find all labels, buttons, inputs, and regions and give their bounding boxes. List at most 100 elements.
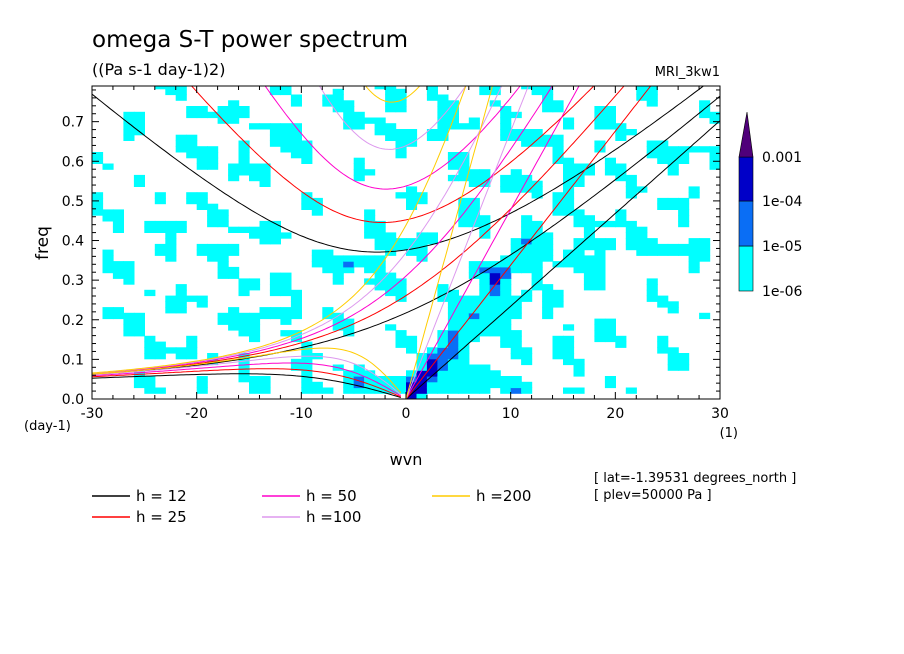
- contour-cell: [259, 376, 271, 383]
- contour-cell: [144, 353, 156, 360]
- contour-cell: [657, 140, 669, 147]
- contour-cell: [552, 197, 564, 205]
- contour-cell: [364, 209, 376, 216]
- contour-cell: [510, 111, 522, 119]
- contour-cell: [374, 243, 386, 251]
- contour-cell: [364, 169, 376, 176]
- contour-cell: [102, 215, 114, 222]
- contour-cell: [123, 123, 135, 130]
- y-tick-label: 0.4: [62, 234, 84, 250]
- contour-cell: [437, 364, 449, 371]
- contour-cell: [196, 152, 208, 159]
- contour-cell: [615, 134, 627, 141]
- y-tick-label: 0.7: [62, 115, 84, 131]
- contour-cell: [521, 129, 533, 136]
- contour-cell: [552, 146, 564, 153]
- contour-cell: [112, 215, 124, 222]
- contour-cell: [500, 301, 512, 308]
- contour-cell: [374, 266, 386, 274]
- contour-cell: [458, 123, 470, 130]
- contour-cell: [604, 243, 616, 251]
- contour-cell: [646, 284, 658, 291]
- contour-cell: [269, 238, 281, 245]
- contour-cell: [269, 226, 281, 233]
- contour-cell: [280, 307, 292, 314]
- contour-cell: [688, 192, 700, 199]
- x-unit-label: (1): [720, 426, 738, 441]
- contour-cell: [280, 146, 292, 153]
- contour-cell: [678, 197, 690, 205]
- contour-cell: [406, 370, 418, 377]
- contour-cell: [112, 307, 124, 314]
- contour-cell: [688, 255, 700, 262]
- contour-cell: [374, 272, 386, 279]
- contour-cell: [175, 140, 187, 147]
- contour-cell: [280, 278, 292, 285]
- contour-cell: [259, 232, 271, 239]
- contour-cell: [175, 88, 187, 96]
- contour-cell: [133, 324, 145, 331]
- contour-cell: [667, 157, 679, 164]
- contour-cell: [343, 318, 355, 325]
- contour-cell: [479, 215, 491, 222]
- contour-cell: [542, 243, 554, 251]
- legend-label: h =100: [306, 508, 361, 526]
- contour-cell: [343, 370, 355, 377]
- contour-cell: [154, 387, 166, 394]
- contour-cell: [563, 353, 575, 360]
- contour-cell: [657, 335, 669, 343]
- contour-cell: [280, 123, 292, 130]
- contour-cell: [636, 88, 648, 96]
- contour-cell: [667, 146, 679, 153]
- contour-cell: [573, 180, 585, 187]
- contour-cell: [521, 381, 533, 389]
- contour-cell: [395, 284, 407, 291]
- contour-cell: [207, 152, 219, 159]
- contour-cell: [521, 140, 533, 147]
- contour-cell: [583, 215, 595, 222]
- contour-cell: [500, 295, 512, 302]
- contour-cell: [332, 106, 344, 113]
- contour-cell: [238, 163, 250, 170]
- contour-cell: [290, 146, 302, 153]
- contour-cell: [479, 232, 491, 239]
- contour-cell: [437, 353, 449, 360]
- contour-cell: [531, 272, 543, 279]
- contour-cell: [542, 289, 554, 297]
- contour-cell: [144, 220, 156, 228]
- contour-cell: [583, 272, 595, 279]
- contour-cell: [133, 312, 145, 320]
- contour-cell: [196, 197, 208, 205]
- contour-cell: [678, 209, 690, 216]
- contour-cell: [688, 249, 700, 256]
- contour-cell: [552, 335, 564, 343]
- contour-cell: [437, 358, 449, 366]
- contour-cell: [426, 364, 438, 371]
- contour-cell: [207, 255, 219, 262]
- contour-cell: [395, 330, 407, 337]
- contour-cell: [583, 278, 595, 285]
- contour-cell: [301, 341, 313, 348]
- contour-cell: [563, 335, 575, 343]
- contour-cell: [615, 209, 627, 216]
- contour-cell: [165, 295, 177, 302]
- contour-cell: [311, 387, 323, 394]
- contour-cell: [510, 347, 522, 354]
- contour-cell: [269, 86, 281, 90]
- lat-annotation: [ lat=-1.39531 degrees_north ]: [594, 471, 796, 486]
- contour-cell: [353, 370, 365, 377]
- contour-cell: [238, 330, 250, 337]
- y-tick-label: 0.1: [62, 352, 84, 368]
- contour-cell: [468, 364, 480, 371]
- contour-cell: [406, 134, 418, 141]
- contour-cell: [259, 163, 271, 170]
- dispersion-curve-er: [92, 362, 402, 397]
- contour-cell: [604, 117, 616, 124]
- contour-cell: [521, 295, 533, 302]
- contour-cell: [426, 376, 438, 383]
- contour-cell: [500, 284, 512, 291]
- contour-cell: [311, 255, 323, 262]
- contour-cell: [489, 301, 501, 308]
- contour-cell: [521, 289, 533, 297]
- contour-cell: [678, 220, 690, 228]
